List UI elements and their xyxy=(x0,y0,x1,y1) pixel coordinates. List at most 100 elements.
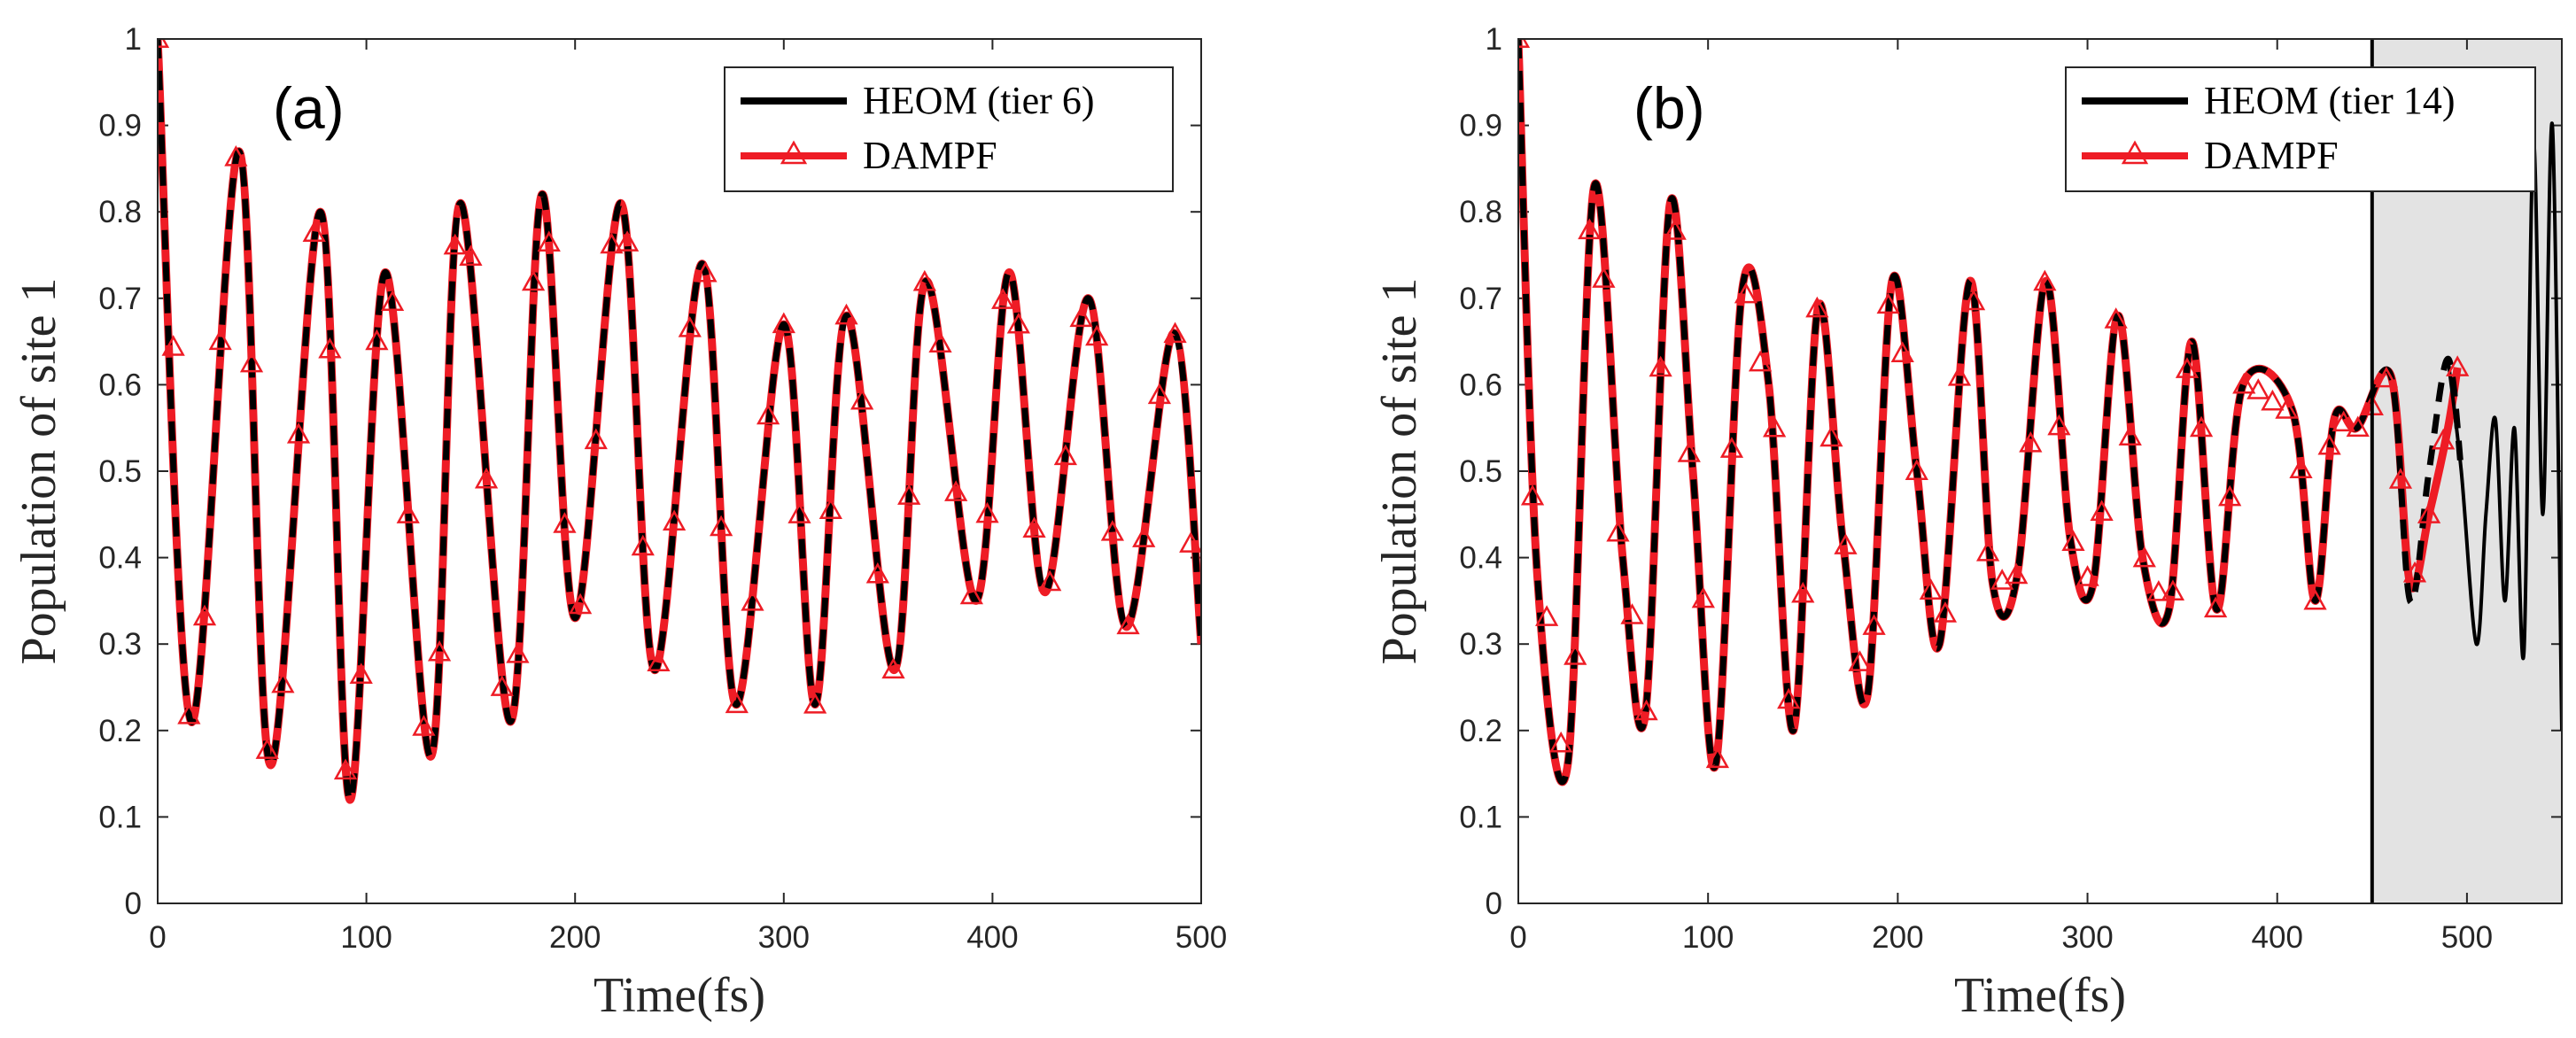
x-tick-label: 400 xyxy=(2252,920,2303,955)
dampf-marker xyxy=(757,403,780,425)
dampf-marker xyxy=(850,388,874,410)
dampf-marker xyxy=(1163,321,1187,344)
dampf-marker xyxy=(1933,601,1958,623)
dampf-marker xyxy=(255,738,279,759)
dampf-marker xyxy=(1578,218,1602,240)
dampf-marker xyxy=(788,502,811,523)
dampf-marker xyxy=(1132,526,1156,547)
dampf-marker xyxy=(1663,219,1687,240)
legend: HEOM (tier 6) DAMPF xyxy=(724,66,1174,192)
dampf-marker xyxy=(1748,350,1773,372)
y-tick-label: 1 xyxy=(125,22,142,57)
dampf-marker xyxy=(1677,441,1701,462)
dampf-marker xyxy=(1053,444,1077,466)
y-tick-label: 0.2 xyxy=(1459,714,1502,748)
y-tick-label: 0 xyxy=(1486,887,1502,921)
dampf-marker xyxy=(2402,561,2427,583)
legend-label-heom: HEOM (tier 14) xyxy=(2204,79,2456,122)
dampf-marker xyxy=(349,662,373,684)
dampf-marker xyxy=(568,593,593,615)
dampf-marker xyxy=(1905,459,1928,481)
dampf-marker xyxy=(224,145,248,167)
panel-label: (a) xyxy=(273,75,345,141)
dampf-marker xyxy=(2161,579,2185,600)
dampf-marker xyxy=(2317,433,2341,455)
legend-label-dampf: DAMPF xyxy=(2204,134,2339,177)
y-axis-label: Population of site 1 xyxy=(1372,277,1427,664)
dampf-marker xyxy=(192,604,217,626)
dampf-marker xyxy=(2232,372,2256,394)
dampf-marker xyxy=(302,221,326,243)
y-tick-label: 0.4 xyxy=(1459,541,1502,576)
dampf-marker xyxy=(2261,389,2285,411)
series-line-heom-tail xyxy=(2446,121,2562,731)
x-tick-label: 500 xyxy=(2441,920,2493,955)
dampf-marker xyxy=(2218,484,2242,507)
y-tick-label: 0.8 xyxy=(98,195,142,229)
dampf-marker xyxy=(1719,437,1744,458)
dampf-marker xyxy=(647,650,671,672)
dampf-marker xyxy=(1975,540,2000,562)
dampf-marker xyxy=(427,639,452,662)
dampf-marker xyxy=(1179,531,1201,553)
dampf-marker xyxy=(2005,562,2029,585)
dampf-marker xyxy=(318,337,342,359)
x-tick-label: 400 xyxy=(966,920,1018,955)
dampf-marker xyxy=(1763,415,1787,438)
x-tick-label: 300 xyxy=(2061,920,2113,955)
dampf-marker xyxy=(2346,415,2370,438)
x-tick-label: 200 xyxy=(549,920,601,955)
dampf-marker xyxy=(412,715,436,736)
dampf-marker xyxy=(600,232,624,254)
legend: HEOM (tier 14) DAMPF xyxy=(2065,66,2536,192)
dampf-marker xyxy=(2289,457,2313,479)
dampf-marker xyxy=(615,230,640,252)
dampf-marker xyxy=(1890,341,1914,362)
dampf-marker xyxy=(991,288,1015,309)
dampf-marker xyxy=(803,692,827,714)
x-tick-label: 300 xyxy=(758,920,810,955)
dampf-marker xyxy=(2061,530,2085,551)
series-line-heom xyxy=(158,39,1201,803)
y-tick-label: 0.3 xyxy=(98,627,142,662)
dampf-marker xyxy=(2303,588,2327,610)
dampf-marker xyxy=(1791,581,1815,603)
legend-box xyxy=(2065,66,2536,192)
y-tick-label: 1 xyxy=(1486,22,1502,57)
dampf-marker xyxy=(1549,731,1573,753)
dampf-marker xyxy=(912,269,936,291)
y-tick-label: 0.1 xyxy=(1459,800,1502,834)
dampf-marker xyxy=(2189,415,2214,438)
dampf-marker xyxy=(631,534,655,556)
y-tick-label: 0.3 xyxy=(1459,627,1502,662)
dampf-marker xyxy=(944,480,968,501)
y-tick-label: 0 xyxy=(125,887,142,921)
dampf-marker xyxy=(2203,596,2228,618)
dampf-marker xyxy=(1734,282,1758,304)
legend-label-heom: HEOM (tier 6) xyxy=(863,79,1095,122)
x-tick-label: 0 xyxy=(1509,920,1526,955)
y-tick-label: 0.9 xyxy=(1459,109,1502,143)
dampf-marker xyxy=(1805,296,1829,318)
dampf-marker xyxy=(1100,520,1124,541)
plot-area-frame xyxy=(1517,38,2563,904)
x-axis-label: Time(fs) xyxy=(594,968,765,1023)
legend-label-dampf: DAMPF xyxy=(863,134,997,177)
y-tick-label: 0.6 xyxy=(1459,368,1502,402)
dampf-marker xyxy=(1961,289,1986,311)
dampf-marker xyxy=(1691,586,1715,608)
dampf-marker xyxy=(725,692,749,714)
dampf-marker xyxy=(1634,699,1658,721)
x-tick-label: 0 xyxy=(149,920,166,955)
y-tick-label: 0.9 xyxy=(98,109,142,143)
dampf-marker xyxy=(1947,365,1972,386)
dampf-marker xyxy=(2446,355,2470,376)
dampf-marker xyxy=(521,269,546,291)
dampf-marker xyxy=(1592,267,1616,288)
dampf-marker xyxy=(1116,613,1140,635)
dampf-marker xyxy=(897,484,921,505)
x-tick-label: 100 xyxy=(1682,920,1734,955)
dampf-marker xyxy=(1606,520,1630,542)
dampf-marker xyxy=(741,590,764,611)
